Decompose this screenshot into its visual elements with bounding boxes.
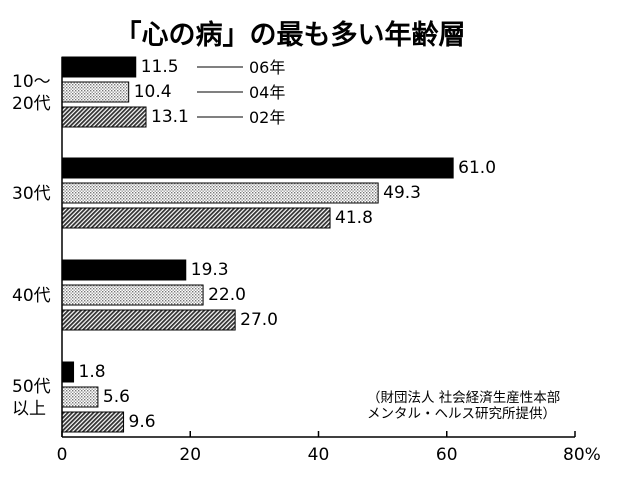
value-label-2-1: 22.0 xyxy=(208,285,246,305)
bar-3-1 xyxy=(61,386,99,408)
value-label-2-0: 19.3 xyxy=(191,260,229,280)
bar-0-0 xyxy=(61,56,137,78)
bar-1-2 xyxy=(61,207,331,229)
chart-title: 「心の病」の最も多い年齢層 xyxy=(115,19,466,51)
source-note-line1: （財団法人 社会経済生産性本部 xyxy=(367,390,560,406)
value-label-3-1: 5.6 xyxy=(103,387,130,407)
category-label-3-1: 以上 xyxy=(12,399,46,419)
bar-2-0 xyxy=(61,259,187,281)
legend-label-2: 02年 xyxy=(249,108,285,127)
source-note-line2: メンタル・ヘルス研究所提供） xyxy=(367,406,556,422)
category-label-1-0: 30代 xyxy=(12,184,51,204)
x-tick-label-0: 0 xyxy=(57,445,68,465)
category-label-0-1: 20代 xyxy=(12,94,51,114)
legend-label-1: 04年 xyxy=(249,83,285,102)
x-tick-label-2: 40 xyxy=(308,445,330,465)
bar-0-2 xyxy=(61,106,147,128)
value-label-0-2: 13.1 xyxy=(151,107,189,127)
legend: 06年 04年 02年 xyxy=(197,58,285,127)
x-tick-label-3: 60 xyxy=(436,445,458,465)
x-tick-label-4: 80% xyxy=(563,445,601,465)
value-label-1-2: 41.8 xyxy=(335,208,373,228)
category-label-3-0: 50代 xyxy=(12,377,51,397)
value-label-0-0: 11.5 xyxy=(141,57,179,77)
value-label-2-2: 27.0 xyxy=(240,310,278,330)
legend-label-0: 06年 xyxy=(249,58,285,77)
bar-3-0 xyxy=(61,361,75,383)
x-tick-label-1: 20 xyxy=(179,445,201,465)
value-labels-layer: 11.5 10.4 13.1 61.0 49.3 41.8 19.3 22.0 27.0 1.8 5… xyxy=(79,57,496,432)
value-label-3-2: 9.6 xyxy=(129,412,156,432)
bar-2-1 xyxy=(61,284,204,306)
bar-1-0 xyxy=(61,157,454,179)
value-label-3-0: 1.8 xyxy=(79,362,106,382)
value-label-1-0: 61.0 xyxy=(458,158,496,178)
bar-0-1 xyxy=(61,81,130,103)
bar-1-1 xyxy=(61,182,379,204)
value-label-0-1: 10.4 xyxy=(134,82,172,102)
value-label-1-1: 49.3 xyxy=(383,183,421,203)
bar-2-2 xyxy=(61,309,236,331)
x-axis: 0 20 40 60 80% xyxy=(57,57,601,465)
category-label-0-0: 10〜 xyxy=(12,72,51,92)
bar-3-2 xyxy=(61,411,125,433)
category-label-2-0: 40代 xyxy=(12,286,51,306)
